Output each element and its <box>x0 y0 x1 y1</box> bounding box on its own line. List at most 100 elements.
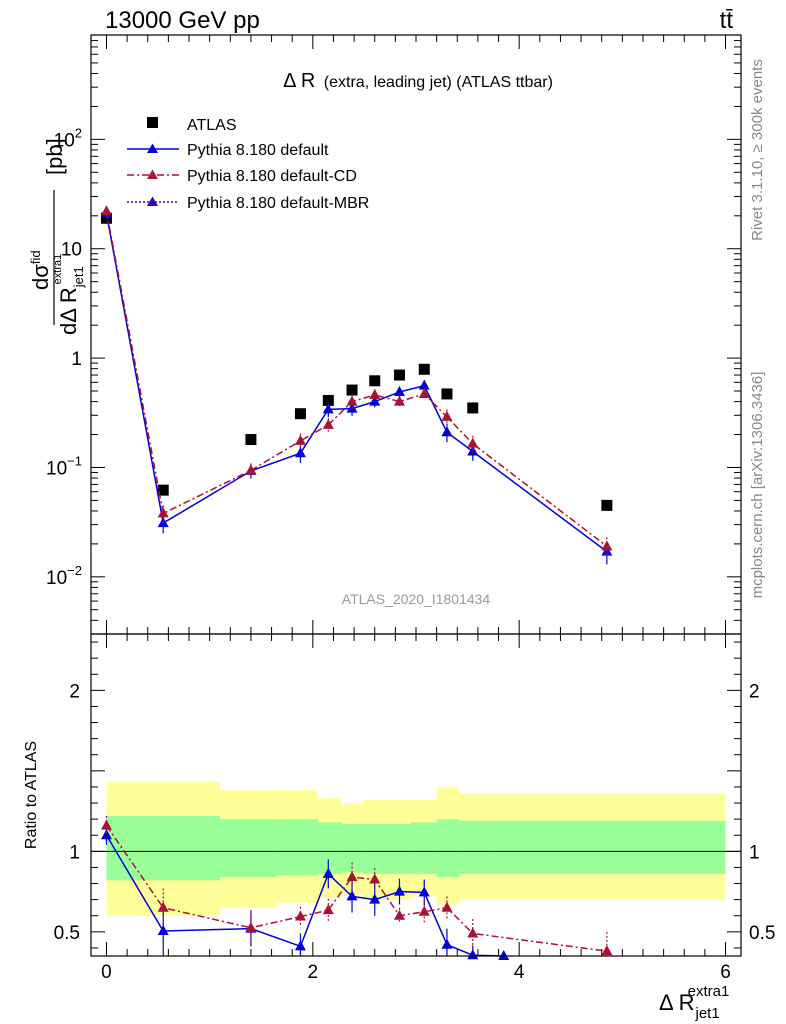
main-data-point <box>393 385 405 396</box>
main-data-point <box>245 464 257 475</box>
ratio-green-band <box>317 822 342 874</box>
main-data-point <box>601 540 613 551</box>
ratio-series-0 <box>100 825 510 960</box>
main-data-point <box>322 418 334 429</box>
main-data-point <box>346 384 358 396</box>
legend-marker-default-cd <box>147 169 158 179</box>
ratio-green-band <box>459 820 489 874</box>
main-y-axis-label: dσfid dΔ Rjet1 extra1 [pb] <box>28 138 86 335</box>
ylabel-sup: extra1 <box>52 254 64 285</box>
ratio-y-axis-label: Ratio to ATLAS <box>23 741 40 849</box>
ratio-data-point <box>294 940 306 951</box>
main-data-point <box>441 410 453 421</box>
ratio-green-band <box>276 819 318 876</box>
main-data-point <box>322 394 334 406</box>
main-data-point <box>294 447 306 458</box>
main-data-point <box>369 395 381 406</box>
main-y-tick-label-exponent: −1 <box>67 453 82 468</box>
ratio-data-point <box>322 867 334 878</box>
ylabel-sigma: σ <box>28 264 53 278</box>
main-data-point <box>393 369 405 381</box>
ratio-data-point <box>601 945 613 956</box>
ratio-green-band <box>387 823 411 874</box>
ratio-data-point <box>441 938 453 949</box>
main-series-2 <box>100 205 613 558</box>
main-data-point <box>369 375 381 387</box>
main-panel: Δ R (extra, leading jet) (ATLAS ttbar) A… <box>28 34 742 635</box>
ratio-data-point <box>498 950 510 960</box>
main-data-point <box>294 408 306 420</box>
main-data-point <box>245 434 257 446</box>
ratio-y-tick-label-left: 1 <box>69 842 80 863</box>
ratio-axis-ticks <box>91 634 741 956</box>
legend-label-default: Pythia 8.180 default <box>187 142 329 159</box>
main-y-tick-label-base: 10 <box>46 568 67 589</box>
ratio-y-tick-label-right: 1 <box>749 842 760 863</box>
main-data-point <box>467 402 479 414</box>
main-data-point <box>441 388 453 400</box>
x-tick-label: 6 <box>720 962 731 983</box>
ratio-series <box>100 815 613 960</box>
ratio-data-point <box>245 921 257 932</box>
main-data-point <box>157 507 169 518</box>
ratio-y-tick-label-left: 0.5 <box>54 923 80 944</box>
ylabel-denominator: dΔ R <box>56 287 81 335</box>
ratio-data-point <box>441 901 453 912</box>
ratio-uncertainty-bands <box>106 782 726 916</box>
main-title-symbol: Δ R <box>283 70 315 92</box>
main-data-point <box>418 387 430 398</box>
rivet-version-label: Rivet 3.1.10, ≥ 300k events <box>749 59 766 241</box>
legend-entry-default: Pythia 8.180 default <box>127 142 329 159</box>
ratio-data-point <box>393 885 405 896</box>
main-series-1 <box>100 207 613 565</box>
ratio-data-point <box>418 886 430 897</box>
main-y-tick-label-base: 10 <box>54 130 75 151</box>
ratio-green-band <box>410 822 437 874</box>
main-data-point <box>418 363 430 375</box>
ratio-data-point <box>157 925 169 936</box>
main-y-tick-label: 1 <box>71 349 82 370</box>
ratio-y-tick-label-left: 2 <box>69 681 80 702</box>
ratio-y-tick-label-right: 2 <box>749 681 760 702</box>
ratio-green-band <box>436 819 460 878</box>
xlabel-main: Δ R <box>659 990 694 1015</box>
main-y-tick-label-base: 10 <box>46 458 67 479</box>
legend-entry-default-mbr: Pythia 8.180 default-MBR <box>127 195 369 212</box>
ratio-green-band <box>219 819 277 878</box>
analysis-watermark: ATLAS_2020_I1801434 <box>342 591 491 607</box>
x-axis-label: Δ Rjet1 extra1 <box>659 983 729 1022</box>
ratio-green-band <box>142 815 220 881</box>
main-y-tick-label: 10−1 <box>46 453 82 479</box>
svg-text:dσfid: dσfid <box>28 250 53 290</box>
main-data-point <box>322 403 334 414</box>
ylabel-unit: [pb] <box>42 138 67 175</box>
ratio-data-point <box>100 819 112 830</box>
ratio-green-band <box>362 823 388 874</box>
x-tick-label: 4 <box>514 962 525 983</box>
ratio-data-point <box>346 890 358 901</box>
main-y-tick-label: 102 <box>54 125 82 151</box>
mcplots-site-label: mcplots.cern.ch [arXiv:1306.3436] <box>749 372 766 599</box>
ratio-green-band <box>341 823 363 873</box>
main-data-point <box>100 205 112 216</box>
ratio-data-point <box>294 910 306 921</box>
process-label: tt̄ <box>720 7 734 34</box>
xlabel-sup: extra1 <box>688 983 730 1000</box>
main-data-point <box>346 395 358 406</box>
main-y-tick-label-exponent: 2 <box>75 125 82 140</box>
main-data-point <box>467 437 479 448</box>
main-title: Δ R (extra, leading jet) (ATLAS ttbar) <box>283 70 553 92</box>
legend-entry-atlas: ATLAS <box>147 117 237 134</box>
main-y-tick-label-base: 10 <box>61 240 82 261</box>
main-data-point <box>418 379 430 390</box>
ratio-series-1 <box>100 815 613 956</box>
main-y-tick-label-base: 1 <box>71 349 82 370</box>
ratio-data-point <box>418 905 430 916</box>
ratio-data-point <box>346 871 358 882</box>
ratio-data-point <box>369 893 381 904</box>
legend-label-default-cd: Pythia 8.180 default-CD <box>187 168 357 185</box>
xlabel-sub: jet1 <box>694 1005 719 1022</box>
main-series-0 <box>100 212 613 511</box>
main-data-point <box>441 426 453 437</box>
